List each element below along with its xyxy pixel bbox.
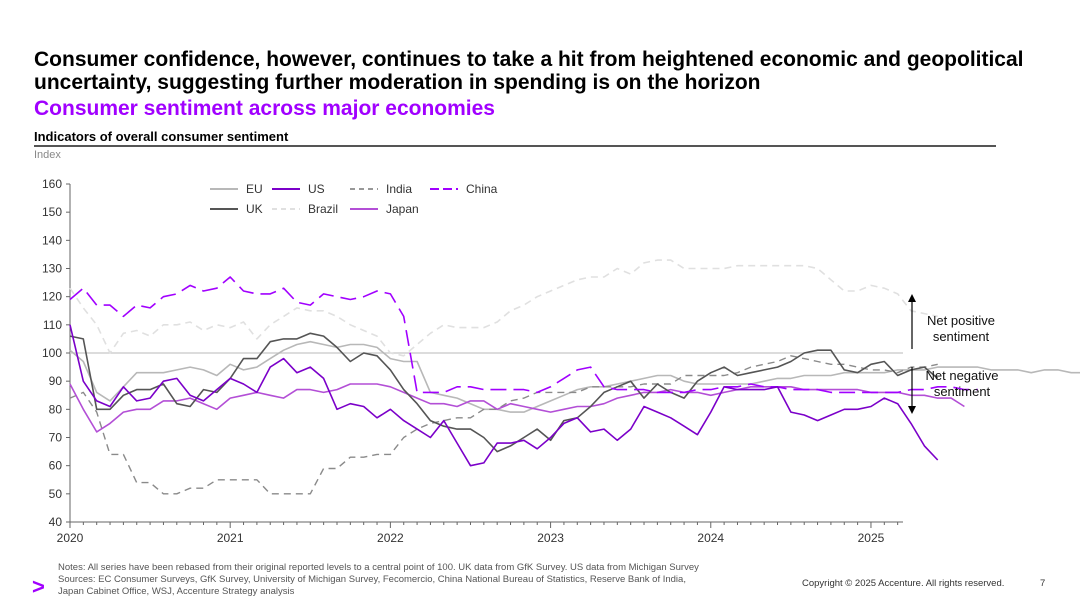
y-unit-label: Index — [34, 149, 61, 161]
y-tick-label: 60 — [49, 459, 63, 473]
y-tick-label: 70 — [49, 431, 63, 445]
annotation-net-negative: Net negative sentiment — [926, 368, 999, 399]
y-tick-label: 150 — [42, 205, 62, 219]
y-tick-label: 130 — [42, 262, 62, 276]
x-tick-label: 2020 — [57, 531, 84, 545]
x-tick-label: 2025 — [858, 531, 885, 545]
legend-label-japan: Japan — [386, 202, 419, 216]
x-tick-label: 2024 — [697, 531, 724, 545]
legend-label-india: India — [386, 182, 412, 196]
chart-title: Indicators of overall consumer sentiment — [34, 129, 289, 144]
y-tick-label: 100 — [42, 346, 62, 360]
notes-text: Notes: All series have been rebased from… — [58, 562, 699, 573]
subheadline: Consumer sentiment across major economie… — [34, 97, 495, 120]
x-tick-label: 2022 — [377, 531, 404, 545]
headline: Consumer confidence, however, continues … — [34, 48, 1024, 94]
accenture-logo-icon: > — [32, 574, 45, 599]
y-tick-label: 110 — [43, 318, 62, 332]
series-line-eu — [69, 340, 1080, 413]
y-tick-label: 160 — [42, 177, 62, 191]
series-line-us — [69, 324, 939, 467]
y-tick-label: 140 — [42, 233, 62, 247]
series-line-uk — [69, 332, 939, 453]
footnotes: Notes: All series have been rebased from… — [58, 562, 818, 598]
y-tick-label: 50 — [49, 487, 63, 501]
arrow-up-head-icon — [908, 294, 916, 302]
x-tick-label: 2023 — [537, 531, 564, 545]
title-divider — [34, 145, 996, 147]
y-tick-label: 80 — [49, 402, 63, 416]
sources-line-1: Sources: EC Consumer Surveys, GfK Survey… — [58, 574, 686, 585]
series-line-japan — [69, 383, 965, 433]
legend-label-uk: UK — [246, 202, 263, 216]
series-line-brazil — [69, 259, 938, 357]
series-line-china — [69, 276, 978, 394]
y-tick-label: 90 — [49, 374, 63, 388]
y-tick-label: 40 — [49, 515, 63, 529]
page-number: 7 — [1040, 578, 1046, 589]
legend-label-china: China — [466, 182, 498, 196]
arrow-down-head-icon — [908, 406, 916, 414]
sources-line-2: Japan Cabinet Office, WSJ, Accenture Str… — [58, 586, 295, 597]
legend-label-eu: EU — [246, 182, 263, 196]
consumer-sentiment-chart: 40 50 60 70 80 90 100 110 120 130 140 150 160 2020 202… — [42, 177, 1080, 545]
y-tick-label: 120 — [42, 290, 62, 304]
legend-label-brazil: Brazil — [308, 202, 338, 216]
annotation-net-positive: Net positive sentiment — [927, 313, 995, 344]
legend-label-us: US — [308, 182, 325, 196]
x-tick-label: 2021 — [217, 531, 244, 545]
copyright: Copyright © 2025 Accenture. All rights r… — [802, 578, 1005, 589]
series-line-india — [69, 355, 938, 495]
